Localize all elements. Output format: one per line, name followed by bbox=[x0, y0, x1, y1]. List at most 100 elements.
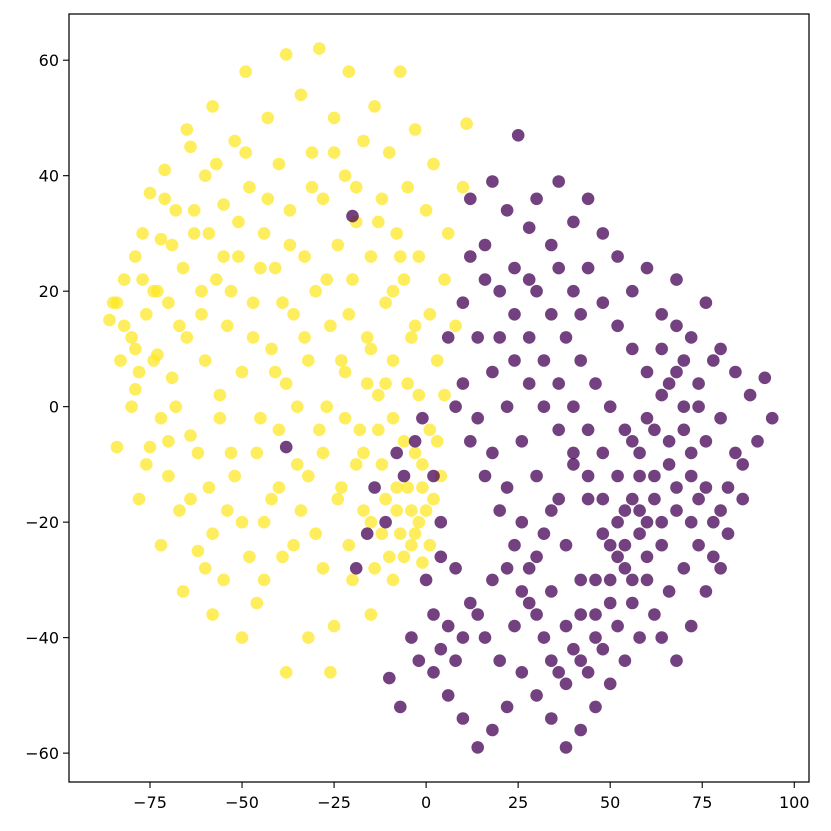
data-point bbox=[324, 319, 337, 333]
data-point bbox=[626, 596, 639, 610]
y-axis: −60 −40 −20 0 20 40 60 bbox=[25, 51, 69, 763]
data-point bbox=[202, 227, 216, 240]
data-point bbox=[187, 204, 201, 217]
data-point bbox=[195, 308, 208, 321]
data-point bbox=[129, 383, 142, 396]
data-point bbox=[394, 250, 407, 263]
data-point bbox=[471, 331, 485, 344]
data-point bbox=[419, 573, 433, 587]
x-tick-label: 50 bbox=[600, 793, 620, 812]
data-point bbox=[603, 677, 617, 691]
data-point bbox=[265, 492, 278, 506]
data-point bbox=[729, 365, 742, 379]
data-point bbox=[279, 440, 293, 454]
data-point bbox=[250, 596, 264, 610]
data-point bbox=[633, 469, 646, 483]
data-point bbox=[618, 504, 632, 517]
data-point bbox=[210, 273, 223, 286]
data-point bbox=[729, 446, 742, 460]
data-point bbox=[342, 308, 356, 321]
data-point bbox=[287, 538, 300, 552]
data-point bbox=[305, 146, 319, 159]
data-point bbox=[545, 654, 558, 667]
data-point bbox=[375, 527, 389, 540]
data-point bbox=[331, 492, 345, 506]
data-point bbox=[662, 377, 676, 390]
data-point bbox=[626, 342, 639, 356]
data-point bbox=[574, 654, 587, 667]
data-point bbox=[405, 538, 418, 552]
data-point bbox=[416, 411, 429, 425]
data-point bbox=[224, 446, 238, 460]
data-point bbox=[379, 515, 392, 529]
data-point bbox=[423, 308, 437, 321]
data-point bbox=[633, 504, 646, 517]
data-point bbox=[309, 527, 323, 540]
data-point bbox=[567, 642, 580, 656]
data-point bbox=[206, 100, 219, 113]
data-point bbox=[545, 504, 558, 517]
data-point bbox=[173, 319, 186, 333]
data-point bbox=[224, 284, 238, 298]
data-point bbox=[217, 250, 230, 263]
data-point bbox=[379, 296, 392, 310]
x-axis: −75 −50 −25 0 25 50 75 100 bbox=[133, 782, 810, 812]
data-point bbox=[707, 354, 720, 367]
data-point bbox=[250, 446, 264, 460]
y-tick-label: 0 bbox=[49, 398, 59, 417]
data-point bbox=[434, 550, 448, 564]
data-point bbox=[699, 435, 713, 448]
data-point bbox=[589, 631, 602, 644]
data-point bbox=[655, 388, 668, 402]
data-point bbox=[397, 469, 411, 483]
data-point bbox=[699, 296, 713, 310]
data-point bbox=[416, 458, 429, 471]
data-point bbox=[239, 65, 252, 78]
data-point bbox=[268, 261, 282, 275]
data-point bbox=[162, 469, 175, 483]
data-point bbox=[640, 550, 654, 564]
data-point bbox=[618, 423, 632, 437]
data-point bbox=[349, 562, 363, 575]
data-point bbox=[464, 596, 477, 610]
data-point bbox=[412, 654, 426, 667]
data-point bbox=[522, 331, 536, 344]
data-point bbox=[419, 504, 433, 517]
data-point bbox=[386, 573, 400, 587]
data-point bbox=[430, 354, 444, 367]
data-point bbox=[662, 435, 676, 448]
data-point bbox=[478, 273, 492, 286]
data-point bbox=[677, 562, 691, 575]
data-point bbox=[438, 273, 451, 286]
data-point bbox=[243, 180, 256, 194]
data-point bbox=[530, 689, 543, 702]
data-point bbox=[567, 458, 580, 471]
data-point bbox=[272, 481, 286, 494]
data-point bbox=[736, 492, 749, 506]
data-point bbox=[213, 411, 227, 425]
data-point bbox=[574, 608, 587, 621]
data-point bbox=[515, 515, 529, 529]
data-point bbox=[493, 284, 507, 298]
data-point bbox=[140, 308, 153, 321]
data-point bbox=[611, 515, 624, 529]
data-point bbox=[210, 157, 223, 171]
x-tick-label: 25 bbox=[508, 793, 528, 812]
data-point bbox=[390, 481, 404, 494]
data-point bbox=[394, 527, 407, 540]
data-point bbox=[662, 458, 676, 471]
data-point bbox=[438, 388, 451, 402]
data-point bbox=[283, 204, 297, 217]
y-tick-label: −40 bbox=[25, 629, 59, 648]
data-point bbox=[567, 284, 580, 298]
data-point bbox=[611, 469, 624, 483]
data-point bbox=[611, 550, 624, 564]
data-point bbox=[169, 400, 183, 414]
data-point bbox=[567, 446, 580, 460]
data-point bbox=[655, 342, 668, 356]
data-point bbox=[640, 411, 654, 425]
data-point bbox=[626, 492, 639, 506]
data-point bbox=[530, 608, 543, 621]
data-point bbox=[206, 608, 219, 621]
